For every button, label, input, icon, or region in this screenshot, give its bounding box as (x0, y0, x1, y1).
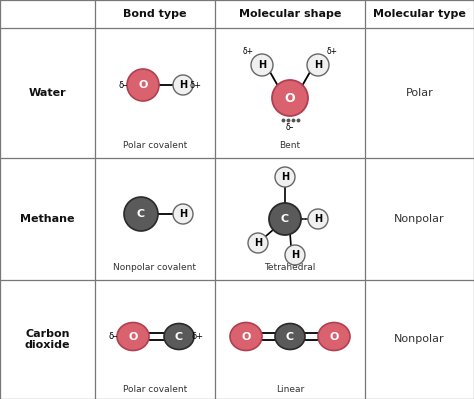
Text: H: H (314, 60, 322, 70)
Text: O: O (138, 80, 148, 90)
Text: Tetrahedral: Tetrahedral (264, 263, 316, 273)
Text: Water: Water (29, 88, 66, 98)
Text: Bond type: Bond type (123, 9, 187, 19)
Text: Nonpolar: Nonpolar (394, 334, 445, 344)
Text: δ+: δ+ (190, 81, 202, 89)
Text: O: O (241, 332, 251, 342)
Ellipse shape (318, 322, 350, 350)
Text: O: O (128, 332, 137, 342)
Text: δ+: δ+ (327, 47, 337, 57)
Text: Polar: Polar (406, 88, 433, 98)
Circle shape (307, 54, 329, 76)
Text: H: H (179, 209, 187, 219)
Text: H: H (281, 172, 289, 182)
Ellipse shape (230, 322, 262, 350)
Text: δ+: δ+ (192, 332, 204, 341)
Circle shape (248, 233, 268, 253)
Text: C: C (281, 214, 289, 224)
Circle shape (269, 203, 301, 235)
Text: Nonpolar covalent: Nonpolar covalent (113, 263, 197, 273)
Text: C: C (286, 332, 294, 342)
Text: δ–: δ– (109, 332, 118, 341)
Circle shape (285, 245, 305, 265)
Circle shape (275, 167, 295, 187)
Text: H: H (254, 238, 262, 248)
Text: δ–: δ– (118, 81, 128, 89)
Circle shape (251, 54, 273, 76)
Text: H: H (314, 214, 322, 224)
Text: Bent: Bent (280, 142, 301, 150)
Text: Methane: Methane (20, 214, 75, 224)
Text: C: C (137, 209, 145, 219)
Circle shape (173, 204, 193, 224)
Text: δ–: δ– (286, 124, 294, 132)
Text: O: O (285, 91, 295, 105)
Circle shape (173, 75, 193, 95)
Text: H: H (179, 80, 187, 90)
Text: Linear: Linear (276, 385, 304, 393)
Text: Carbon
dioxide: Carbon dioxide (25, 329, 70, 350)
Text: O: O (329, 332, 339, 342)
Ellipse shape (117, 322, 149, 350)
Ellipse shape (164, 324, 194, 350)
Text: H: H (291, 250, 299, 260)
Text: δ+: δ+ (243, 47, 254, 57)
Text: Molecular shape: Molecular shape (239, 9, 341, 19)
Circle shape (308, 209, 328, 229)
Text: C: C (175, 332, 183, 342)
Circle shape (272, 80, 308, 116)
Text: H: H (258, 60, 266, 70)
Text: Molecular type: Molecular type (373, 9, 466, 19)
Ellipse shape (275, 324, 305, 350)
Text: Nonpolar: Nonpolar (394, 214, 445, 224)
Text: Polar covalent: Polar covalent (123, 142, 187, 150)
Circle shape (127, 69, 159, 101)
Circle shape (124, 197, 158, 231)
Text: Polar covalent: Polar covalent (123, 385, 187, 393)
